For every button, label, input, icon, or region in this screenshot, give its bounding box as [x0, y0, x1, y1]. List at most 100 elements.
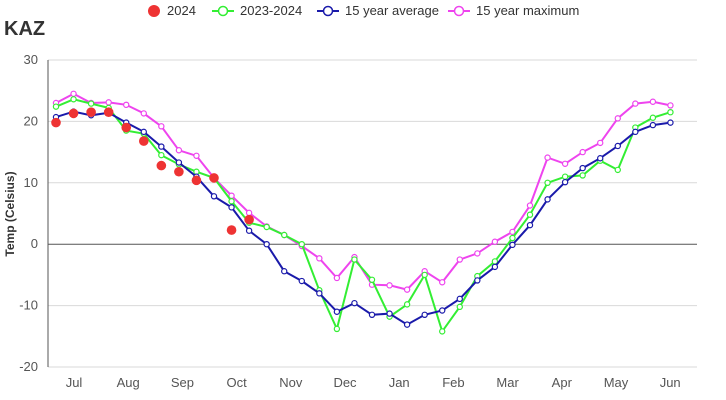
data-point[interactable] [52, 103, 60, 110]
data-point[interactable] [68, 108, 79, 119]
data-point[interactable] [509, 234, 516, 242]
data-point[interactable] [281, 268, 288, 275]
data-point[interactable] [368, 276, 376, 284]
data-point[interactable] [245, 209, 253, 217]
data-point[interactable] [491, 238, 499, 245]
data-point[interactable] [439, 307, 446, 314]
data-point[interactable] [544, 196, 551, 203]
data-point[interactable] [579, 148, 586, 156]
data-point[interactable] [70, 90, 77, 97]
data-point[interactable] [193, 152, 200, 159]
data-point[interactable] [158, 143, 165, 150]
data-point[interactable] [121, 122, 132, 133]
data-point[interactable] [474, 250, 481, 257]
data-point[interactable] [614, 166, 621, 174]
data-point[interactable] [333, 325, 341, 333]
data-point[interactable] [561, 173, 569, 180]
data-point[interactable] [263, 223, 270, 231]
data-point[interactable] [561, 178, 569, 186]
legend-item-2023-2024[interactable]: 2023-2024 [212, 3, 302, 18]
legend-item-2024[interactable]: 2024 [147, 3, 196, 18]
data-point[interactable] [333, 274, 341, 282]
data-point[interactable] [597, 155, 604, 162]
x-tick-label: Sep [171, 375, 194, 390]
data-point[interactable] [351, 299, 358, 307]
data-point[interactable] [403, 286, 411, 293]
data-point[interactable] [228, 198, 235, 205]
data-point[interactable] [421, 311, 428, 319]
data-point[interactable] [86, 107, 96, 117]
data-point[interactable] [298, 240, 305, 248]
data-point[interactable] [632, 128, 639, 136]
data-point[interactable] [421, 271, 428, 279]
data-point[interactable] [632, 100, 639, 107]
data-point[interactable] [191, 175, 202, 186]
data-point[interactable] [316, 255, 323, 262]
data-point[interactable] [456, 295, 463, 303]
data-point[interactable] [158, 151, 165, 159]
data-point[interactable] [544, 154, 551, 161]
data-point[interactable] [333, 308, 341, 315]
data-point[interactable] [579, 164, 586, 172]
data-point[interactable] [667, 119, 674, 126]
data-point[interactable] [226, 225, 237, 235]
data-point[interactable] [209, 173, 219, 183]
line-marker-icon [448, 5, 470, 16]
data-point[interactable] [491, 263, 499, 271]
data-point[interactable] [105, 99, 112, 106]
data-point[interactable] [403, 321, 411, 328]
data-point[interactable] [244, 214, 254, 225]
line-marker-icon [317, 5, 339, 16]
data-point[interactable] [51, 117, 61, 128]
data-point[interactable] [509, 241, 516, 249]
data-point[interactable] [614, 115, 621, 122]
data-point[interactable] [456, 256, 463, 263]
x-tick-label: Mar [496, 375, 519, 390]
data-point[interactable] [368, 311, 376, 319]
data-point[interactable] [70, 96, 77, 103]
data-point[interactable] [228, 204, 235, 211]
data-point[interactable] [667, 102, 674, 109]
data-point[interactable] [509, 228, 516, 236]
data-point[interactable] [439, 279, 446, 286]
data-point[interactable] [561, 160, 569, 167]
data-point[interactable] [649, 114, 657, 121]
data-point[interactable] [103, 107, 114, 117]
data-point[interactable] [281, 231, 288, 239]
data-point[interactable] [597, 139, 604, 147]
data-point[interactable] [245, 227, 253, 234]
data-point[interactable] [175, 159, 183, 166]
data-point[interactable] [138, 136, 149, 146]
data-point[interactable] [544, 179, 551, 186]
x-tick-label: Apr [552, 375, 573, 390]
data-point[interactable] [456, 303, 463, 311]
data-point[interactable] [649, 98, 657, 105]
data-point[interactable] [175, 147, 183, 154]
data-point[interactable] [316, 290, 323, 297]
legend-item-15-year-average[interactable]: 15 year average [317, 3, 439, 18]
data-point[interactable] [667, 108, 674, 116]
data-point[interactable] [210, 193, 218, 200]
legend-item-15-year-maximum[interactable]: 15 year maximum [448, 3, 579, 18]
data-point[interactable] [386, 310, 393, 317]
data-point[interactable] [158, 123, 165, 130]
data-point[interactable] [526, 211, 534, 218]
data-point[interactable] [403, 301, 411, 308]
data-point[interactable] [474, 277, 481, 284]
data-point[interactable] [140, 128, 147, 136]
data-point[interactable] [351, 256, 358, 263]
data-point[interactable] [298, 277, 305, 285]
data-point[interactable] [174, 166, 184, 177]
data-point[interactable] [140, 110, 147, 117]
data-point[interactable] [123, 101, 130, 109]
data-point[interactable] [526, 202, 534, 209]
data-point[interactable] [439, 328, 446, 335]
data-point[interactable] [579, 172, 586, 179]
data-point[interactable] [87, 100, 95, 107]
data-point[interactable] [526, 221, 534, 229]
data-point[interactable] [649, 121, 657, 129]
data-point[interactable] [386, 282, 393, 289]
data-point[interactable] [263, 240, 270, 248]
data-point[interactable] [614, 142, 621, 150]
data-point[interactable] [156, 160, 167, 171]
